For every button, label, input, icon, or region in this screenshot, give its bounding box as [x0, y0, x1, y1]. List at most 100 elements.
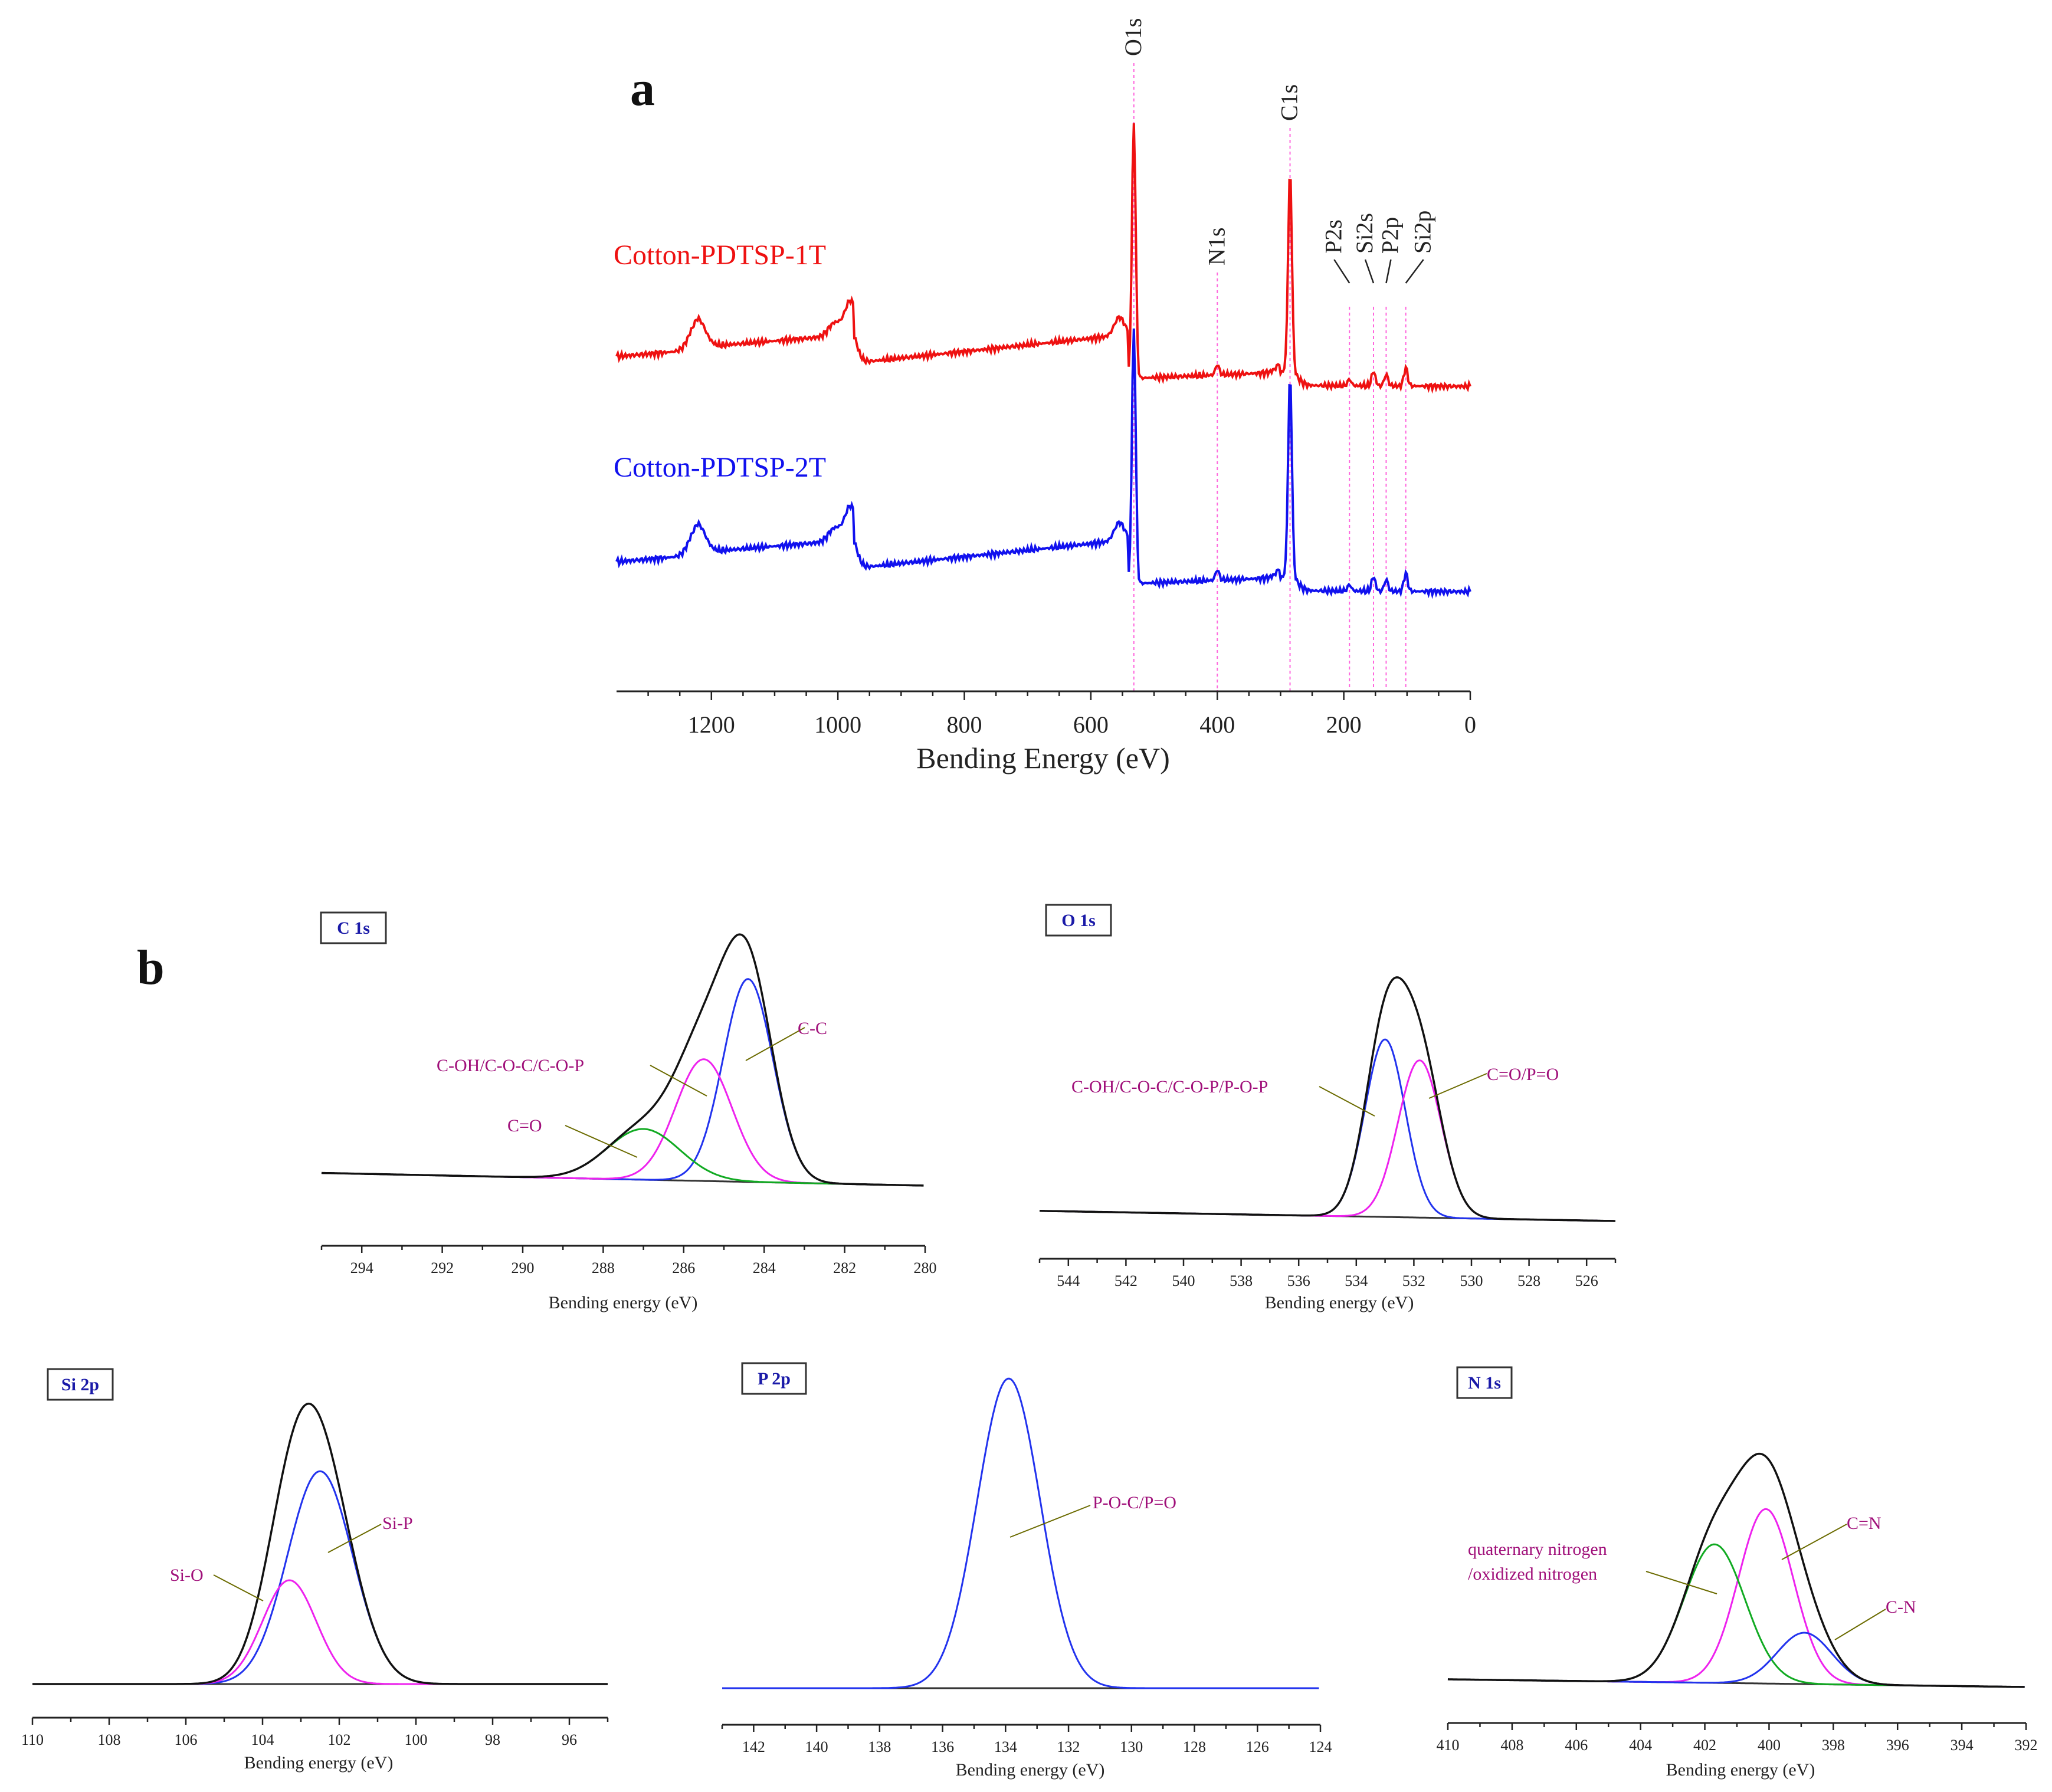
p2p-tick-label: 140	[805, 1738, 828, 1755]
si2p-envelope-curve	[32, 1402, 608, 1685]
p2p-tick-label: 134	[994, 1738, 1017, 1755]
label-quaternary-1: quaternary nitrogen	[1468, 1540, 1607, 1559]
si2p-tick-label: 106	[175, 1731, 198, 1748]
p2p-chart: P 2p 142 140 138 136 134 132 130 128 126 124 Bend…	[721, 1362, 1332, 1780]
panel-label-b: b	[137, 940, 165, 995]
label-c-oh: C-OH/C-O-C/C-O-P	[437, 1056, 584, 1075]
o1s-tick-label: 534	[1345, 1272, 1368, 1289]
p2p-component-curve	[722, 1377, 1319, 1689]
p2p-tick-label: 130	[1120, 1738, 1143, 1755]
survey-tick-label: 1200	[688, 711, 735, 738]
si2p-tick-label: 98	[485, 1731, 500, 1748]
o1s-tag: O 1s	[1061, 911, 1096, 930]
survey-tick-label: 600	[1073, 711, 1109, 738]
p2p-tick-label: 132	[1057, 1738, 1080, 1755]
p2p-tick-label: 126	[1246, 1738, 1269, 1755]
survey-tick-label: 400	[1199, 711, 1235, 738]
arrow-c-n-double	[1781, 1524, 1847, 1560]
survey-tick-label: 200	[1326, 711, 1362, 738]
peak-label: C1s	[1276, 84, 1303, 121]
si2p-tick-label: 96	[562, 1731, 577, 1748]
survey-tick-label: 800	[947, 711, 982, 738]
o1s-tick-label: 532	[1402, 1272, 1425, 1289]
o1s-tick-label: 530	[1460, 1272, 1483, 1289]
n1s-tick-label: 410	[1437, 1737, 1460, 1754]
si2p-chart: Si 2p 110 108 106 104 102 100 98 96 Bending ene…	[21, 1368, 609, 1773]
n1s-tick-label: 392	[2015, 1737, 2038, 1754]
peak-label: P2s	[1320, 219, 1346, 254]
arrow-quaternary	[1645, 1571, 1717, 1594]
peak-arrow	[1364, 259, 1375, 284]
label-quaternary-2: /oxidized nitrogen	[1468, 1564, 1597, 1584]
n1s-component-curve	[1447, 1508, 2025, 1688]
n1s-tick-label: 402	[1693, 1737, 1716, 1754]
o1s-tag-box	[1045, 904, 1112, 937]
n1s-tick-label: 396	[1886, 1737, 1909, 1754]
c1s-x-label: Bending energy (eV)	[549, 1293, 698, 1312]
c1s-tick-label: 286	[672, 1259, 695, 1276]
arrow-si-p	[327, 1524, 382, 1553]
o1s-tick-label: 538	[1230, 1272, 1253, 1289]
peak-arrow	[1385, 259, 1392, 284]
label-o-co: C=O/P=O	[1487, 1065, 1559, 1084]
p2p-tick-label: 138	[868, 1738, 891, 1755]
label-c-n-double: C=N	[1847, 1514, 1881, 1533]
survey-tick-label: 0	[1464, 711, 1476, 738]
o1s-tick-label: 536	[1287, 1272, 1310, 1289]
si2p-component-curve	[32, 1470, 608, 1685]
o1s-tick-label: 528	[1517, 1272, 1540, 1289]
o1s-envelope-curve	[1040, 976, 1615, 1222]
survey-tick-label: 1000	[814, 711, 861, 738]
peak-label: Si2s	[1351, 213, 1378, 254]
c1s-envelope-curve	[321, 933, 924, 1187]
label-c-n: C-N	[1886, 1597, 1916, 1617]
o1s-tick-label: 544	[1057, 1272, 1080, 1289]
legend-1T: Cotton-PDTSP-1T	[614, 239, 826, 271]
n1s-component-curve	[1447, 1632, 2025, 1688]
legend-2T: Cotton-PDTSP-2T	[614, 452, 826, 483]
o1s-chart: O 1s 544 542 540 538 536 534 532 530 528 526 Bend…	[1038, 904, 1617, 1312]
series-line-2T	[615, 328, 1471, 599]
c1s-chart: C 1s 294 292 290 288 286 284 282 280 Bending en…	[320, 911, 937, 1312]
label-c-o: C=O	[507, 1116, 542, 1135]
n1s-tick-label: 406	[1565, 1737, 1588, 1754]
p2p-tick-label: 142	[742, 1738, 765, 1755]
n1s-tick-label: 398	[1822, 1737, 1845, 1754]
p2p-tick-label: 136	[931, 1738, 954, 1755]
n1s-x-label: Bending energy (eV)	[1666, 1760, 1815, 1780]
survey-chart: 1200 1000 800 600 400 200 0 Bending Energy (eV…	[614, 18, 1476, 774]
c1s-tick-label: 282	[833, 1259, 856, 1276]
o1s-x-label: Bending energy (eV)	[1265, 1293, 1414, 1312]
p2p-tick-label: 124	[1309, 1738, 1332, 1755]
panel-label-a: a	[630, 61, 655, 116]
si2p-tick-label: 104	[251, 1731, 274, 1748]
p2p-x-label: Bending energy (eV)	[956, 1760, 1105, 1780]
arrow-c-o	[565, 1125, 638, 1158]
c1s-component-curve	[321, 978, 924, 1187]
n1s-tick-label: 408	[1500, 1737, 1523, 1754]
si2p-tick-label: 102	[328, 1731, 351, 1748]
p2p-tag-box	[741, 1362, 807, 1395]
arrow-o-co	[1428, 1073, 1487, 1099]
arrow-c-n	[1834, 1609, 1886, 1640]
o1s-tick-label: 542	[1114, 1272, 1138, 1289]
series-line-1T	[615, 123, 1471, 394]
c1s-tick-label: 290	[512, 1259, 535, 1276]
si2p-tick-label: 110	[21, 1731, 44, 1748]
label-o-coh: C-OH/C-O-C/C-O-P/P-O-P	[1071, 1077, 1268, 1097]
c1s-tick-label: 284	[753, 1259, 776, 1276]
n1s-tick-label: 404	[1629, 1737, 1652, 1754]
arrow-c-c	[745, 1027, 805, 1061]
label-c-c: C-C	[798, 1019, 827, 1038]
c1s-tick-label: 292	[431, 1259, 454, 1276]
arrow-o-coh	[1319, 1086, 1375, 1117]
n1s-envelope-curve	[1447, 1452, 2025, 1688]
c1s-component-curve	[321, 1058, 924, 1187]
survey-x-label: Bending Energy (eV)	[916, 741, 1170, 774]
n1s-tick-label: 394	[1951, 1737, 1974, 1754]
n1s-tag: N 1s	[1468, 1373, 1501, 1393]
label-p-o-c: P-O-C/P=O	[1093, 1493, 1176, 1512]
arrow-si-o	[213, 1574, 264, 1601]
label-si-o: Si-O	[170, 1565, 204, 1585]
